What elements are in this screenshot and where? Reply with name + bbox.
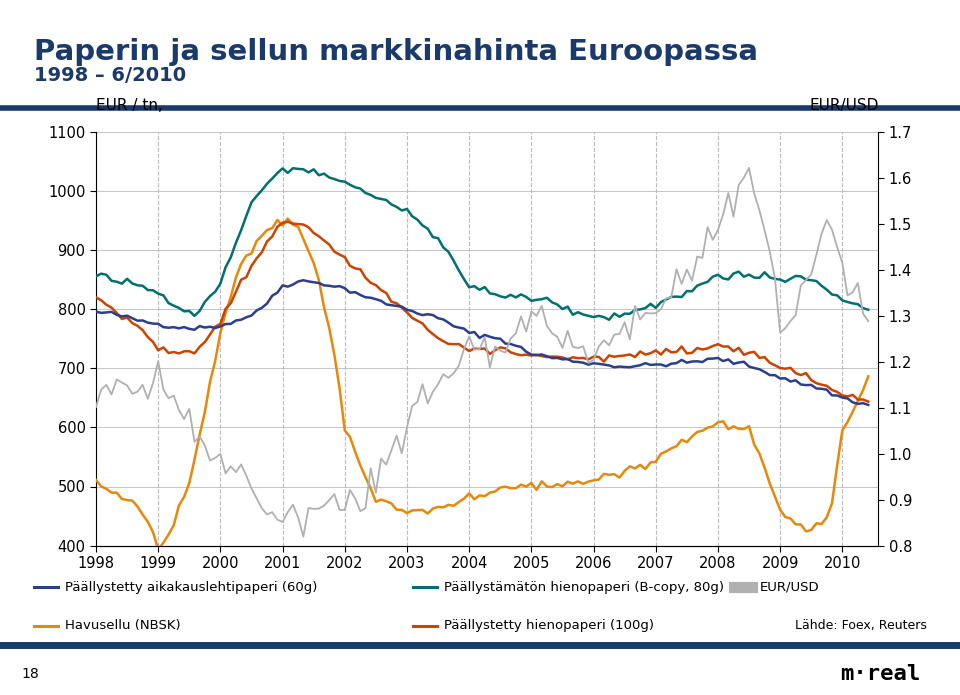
Text: EUR / tn,: EUR / tn, — [96, 97, 163, 113]
Text: Paperin ja sellun markkinahinta Euroopassa: Paperin ja sellun markkinahinta Euroopas… — [34, 38, 757, 66]
Text: Päällystetty aikakauslehtipaperi (60g): Päällystetty aikakauslehtipaperi (60g) — [65, 581, 318, 594]
Text: Havusellu (NBSK): Havusellu (NBSK) — [65, 619, 180, 632]
Text: 1998 – 6/2010: 1998 – 6/2010 — [34, 66, 185, 85]
Text: 18: 18 — [21, 667, 38, 681]
Text: m·real: m·real — [840, 664, 921, 684]
Text: Päällystetty hienopaperi (100g): Päällystetty hienopaperi (100g) — [444, 619, 655, 632]
Text: EUR/USD: EUR/USD — [759, 581, 819, 594]
Text: EUR/USD: EUR/USD — [809, 97, 878, 113]
Text: Päällystämätön hienopaperi (B-copy, 80g): Päällystämätön hienopaperi (B-copy, 80g) — [444, 581, 725, 594]
Text: Lähde: Foex, Reuters: Lähde: Foex, Reuters — [795, 619, 926, 632]
